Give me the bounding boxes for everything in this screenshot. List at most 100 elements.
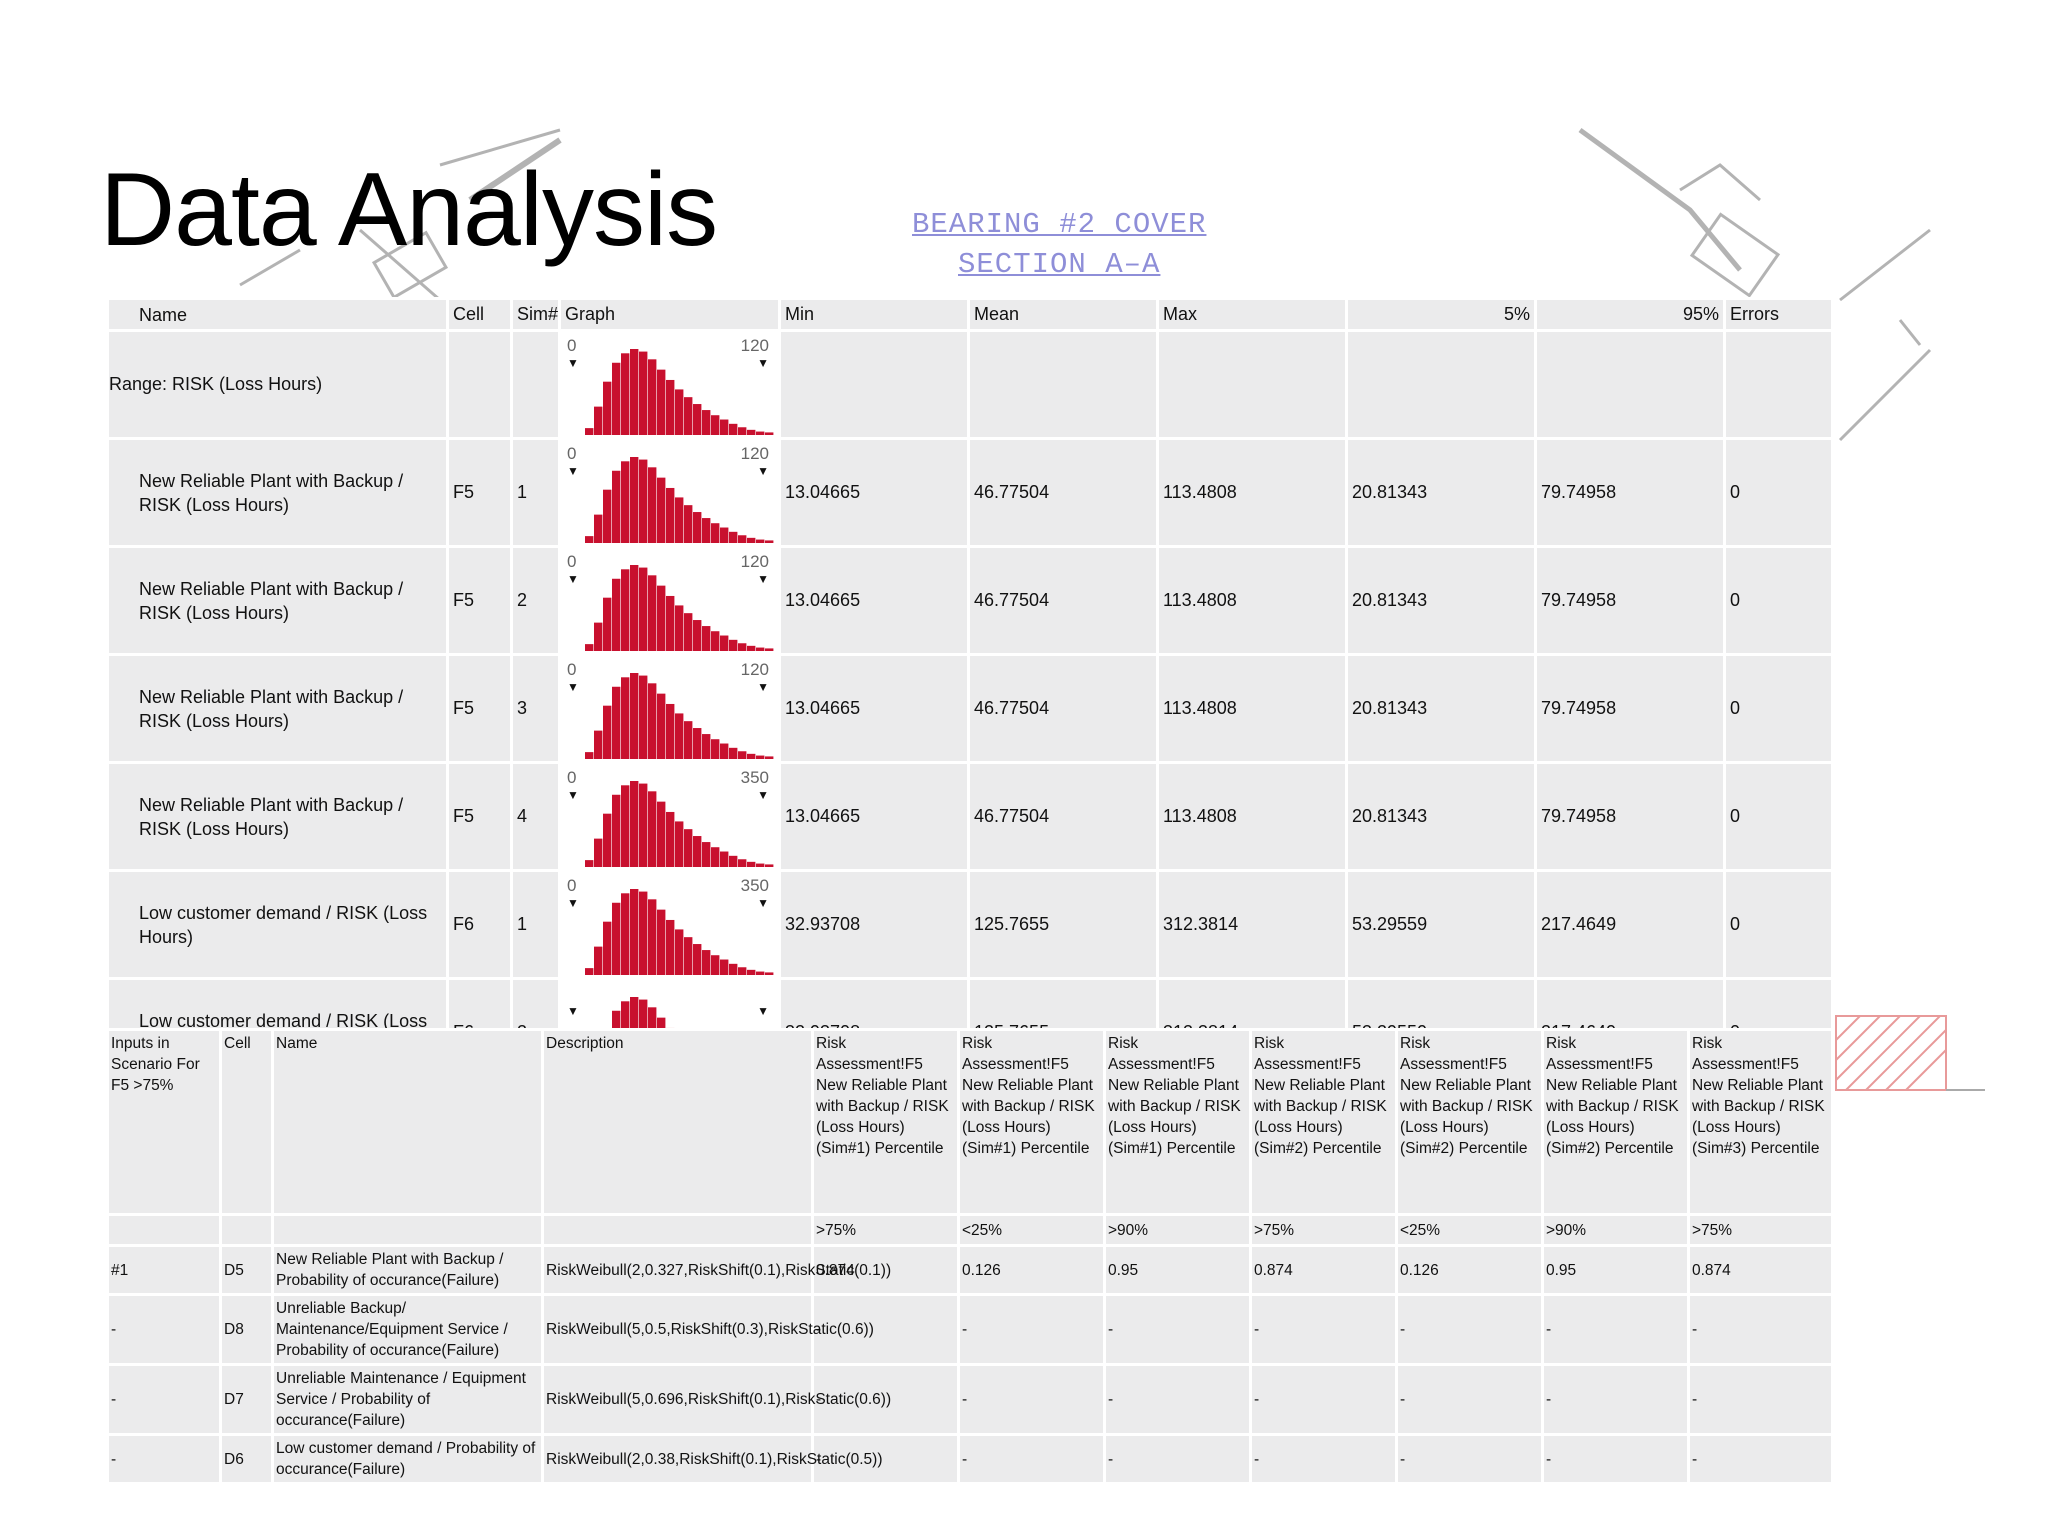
threshold-6: >90% xyxy=(1541,1213,1690,1247)
histogram-bar xyxy=(675,713,684,759)
row-value-3: 0.95 xyxy=(1103,1244,1252,1296)
histogram-bar xyxy=(603,489,612,543)
row-value-4: - xyxy=(1249,1433,1398,1485)
histogram-bar xyxy=(612,686,621,759)
left-slider-arrow-icon[interactable]: ▼ xyxy=(567,464,579,478)
row-value-7: - xyxy=(1687,1293,1834,1366)
row-input: - xyxy=(106,1363,222,1436)
histogram-bar xyxy=(630,349,639,435)
histogram-bar xyxy=(765,756,774,759)
histogram-bar xyxy=(684,613,693,651)
left-slider-arrow-icon[interactable]: ▼ xyxy=(567,1004,579,1018)
row-input: - xyxy=(106,1293,222,1366)
header-scenario-6: Risk Assessment!F5 New Reliable Plant wi… xyxy=(1541,1028,1690,1216)
row-name: New Reliable Plant with Backup / RISK (L… xyxy=(106,437,449,548)
scenario-table: Inputs in Scenario For F5 >75% Cell Name… xyxy=(106,1028,1834,1485)
histogram-min-label: 0 xyxy=(567,768,577,787)
header-errors: Errors xyxy=(1723,297,1834,332)
histogram-bar xyxy=(765,864,774,867)
histogram-bar xyxy=(693,404,702,435)
histogram-bar xyxy=(684,505,693,543)
row-errors: 0 xyxy=(1723,761,1834,872)
row-value-3: - xyxy=(1103,1433,1252,1485)
histogram-bar xyxy=(756,539,765,543)
histogram-max-label: 350 xyxy=(740,876,769,895)
histogram-bar xyxy=(603,597,612,651)
row-value-1: 0.874 xyxy=(811,1244,960,1296)
left-slider-arrow-icon[interactable]: ▼ xyxy=(567,788,579,802)
right-slider-arrow-icon[interactable]: ▼ xyxy=(757,1004,769,1018)
watermark-line-2: SECTION A–A xyxy=(958,248,1161,281)
row-errors: 0 xyxy=(1723,653,1834,764)
threshold-3: >90% xyxy=(1103,1213,1252,1247)
right-slider-arrow-icon[interactable]: ▼ xyxy=(757,572,769,586)
histogram-bar xyxy=(684,397,693,435)
range-errors xyxy=(1723,329,1834,440)
histogram-bar xyxy=(585,968,594,975)
row-cell: D6 xyxy=(219,1433,274,1485)
range-label: Range: RISK (Loss Hours) xyxy=(106,329,449,440)
histogram-bar xyxy=(594,406,603,435)
histogram-bar xyxy=(666,703,675,759)
row-p5: 53.29559 xyxy=(1345,869,1537,980)
row-cell: D8 xyxy=(219,1293,274,1366)
row-name: Low customer demand / RISK (Loss Hours) xyxy=(106,869,449,980)
histogram-bar xyxy=(648,575,657,651)
histogram-bar xyxy=(612,470,621,543)
histogram-bar xyxy=(621,893,630,975)
row-value-5: - xyxy=(1395,1363,1544,1436)
row-p95: 79.74958 xyxy=(1534,545,1726,656)
row-value-6: - xyxy=(1541,1433,1690,1485)
threshold-4: >75% xyxy=(1249,1213,1398,1247)
row-value-7: 0.874 xyxy=(1687,1244,1834,1296)
right-slider-arrow-icon[interactable]: ▼ xyxy=(757,356,769,370)
header-cell: Cell xyxy=(446,297,513,332)
row-value-6: - xyxy=(1541,1363,1690,1436)
row-min: 13.04665 xyxy=(778,653,970,764)
histogram-bar xyxy=(585,752,594,759)
row-p95: 79.74958 xyxy=(1534,653,1726,764)
risk-results-table: Name Cell Sim# Graph Min Mean Max 5% 95%… xyxy=(106,297,1834,1088)
header-scenario-5: Risk Assessment!F5 New Reliable Plant wi… xyxy=(1395,1028,1544,1216)
histogram-bar xyxy=(738,535,747,543)
histogram-chart xyxy=(585,565,774,651)
row-sim: 4 xyxy=(510,761,561,872)
histogram-bar xyxy=(675,497,684,543)
left-slider-arrow-icon[interactable]: ▼ xyxy=(567,680,579,694)
row-value-4: - xyxy=(1249,1293,1398,1366)
histogram-chart xyxy=(585,457,774,543)
histogram-min-label: 0 xyxy=(567,444,577,463)
histogram-bar xyxy=(765,432,774,435)
right-slider-arrow-icon[interactable]: ▼ xyxy=(757,464,769,478)
header-p5: 5% xyxy=(1345,297,1537,332)
row-graph: 0 350 ▼ ▼ xyxy=(558,869,781,980)
histogram-bar xyxy=(747,861,756,867)
histogram-bar xyxy=(711,847,720,867)
histogram-bar xyxy=(765,972,774,975)
row-graph: 0 120 ▼ ▼ xyxy=(558,437,781,548)
range-p5 xyxy=(1345,329,1537,440)
right-slider-arrow-icon[interactable]: ▼ xyxy=(757,788,769,802)
histogram-bar xyxy=(621,569,630,651)
scenario-row: #1 D5 New Reliable Plant with Backup / P… xyxy=(106,1244,1834,1296)
threshold-2: <25% xyxy=(957,1213,1106,1247)
histogram-bar xyxy=(675,605,684,651)
row-input: - xyxy=(106,1433,222,1485)
row-description: RiskWeibull(5,0.696,RiskShift(0.1),RiskS… xyxy=(541,1363,891,1436)
drawing-watermark: BEARING #2 COVER SECTION A–A xyxy=(912,205,1206,285)
right-slider-arrow-icon[interactable]: ▼ xyxy=(757,680,769,694)
histogram-bar xyxy=(603,705,612,759)
range-max xyxy=(1156,329,1348,440)
row-cell: F5 xyxy=(446,653,513,764)
histogram-bar xyxy=(729,747,738,759)
left-slider-arrow-icon[interactable]: ▼ xyxy=(567,896,579,910)
left-slider-arrow-icon[interactable]: ▼ xyxy=(567,572,579,586)
row-max: 113.4808 xyxy=(1156,653,1348,764)
right-slider-arrow-icon[interactable]: ▼ xyxy=(757,896,769,910)
left-slider-arrow-icon[interactable]: ▼ xyxy=(567,356,579,370)
risk-table-row: New Reliable Plant with Backup / RISK (L… xyxy=(106,761,1834,872)
header-name: Name xyxy=(106,297,449,332)
histogram-bar xyxy=(684,721,693,759)
histogram-bar xyxy=(738,751,747,759)
row-value-6: - xyxy=(1541,1293,1690,1366)
